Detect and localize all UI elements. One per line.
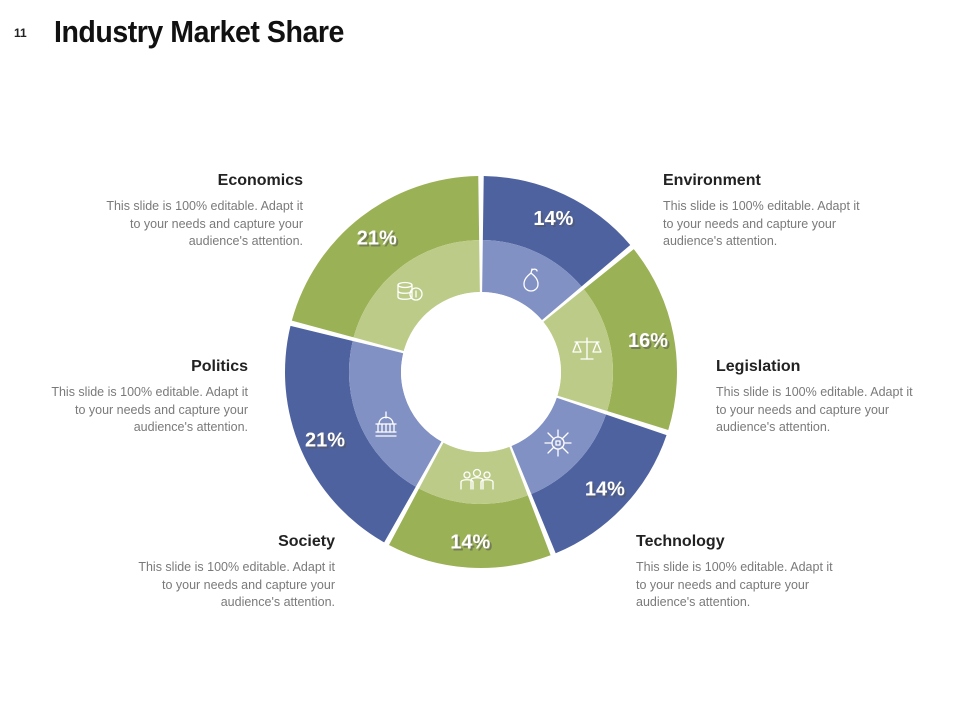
- people-icon: [460, 468, 494, 490]
- label-body: This slide is 100% editable. Adapt it to …: [716, 385, 913, 434]
- pct-label-shadow: 16%: [630, 332, 670, 354]
- label-title: Economics: [217, 172, 303, 189]
- pct-label-legislation: 16%: [628, 330, 668, 352]
- slice-inner-legislation: [543, 289, 613, 412]
- label-economics: Economics This slide is 100% editable. A…: [103, 172, 303, 251]
- label-title: Politics: [191, 358, 248, 375]
- pct-label-shadow: 14%: [587, 480, 627, 502]
- label-body: This slide is 100% editable. Adapt it to …: [138, 560, 335, 609]
- slice-inner-environment: [482, 240, 582, 321]
- slide-number: 11: [14, 26, 27, 40]
- scales-icon: [572, 337, 602, 360]
- slice-environment: [482, 176, 631, 287]
- pct-label-economics: 21%: [357, 228, 397, 250]
- label-politics: Politics This slide is 100% editable. Ad…: [48, 358, 248, 437]
- label-body: This slide is 100% editable. Adapt it to …: [106, 199, 303, 248]
- pct-label-politics: 21%: [305, 430, 345, 452]
- page-title: Industry Market Share: [54, 14, 344, 49]
- label-body: This slide is 100% editable. Adapt it to …: [636, 560, 833, 609]
- label-title: Technology: [636, 533, 725, 550]
- label-technology: Technology This slide is 100% editable. …: [636, 533, 836, 612]
- slice-inner-politics: [349, 340, 442, 487]
- pct-label-shadow: 21%: [307, 432, 347, 454]
- pct-label-society: 14%: [450, 532, 490, 554]
- slice-inner-economics: [353, 240, 480, 352]
- label-environment: Environment This slide is 100% editable.…: [663, 172, 863, 251]
- pct-label-shadow: 14%: [535, 210, 575, 232]
- coins-icon: [397, 281, 423, 301]
- label-title: Society: [278, 533, 335, 550]
- pct-label-shadow: 21%: [359, 230, 399, 252]
- label-society: Society This slide is 100% editable. Ada…: [135, 533, 335, 612]
- slice-economics: [291, 176, 480, 338]
- slice-politics: [284, 325, 416, 543]
- donut-hole: [401, 292, 561, 452]
- slice-technology: [531, 414, 667, 554]
- pct-label-environment: 14%: [533, 208, 573, 230]
- label-title: Environment: [663, 172, 761, 189]
- pear-icon: [523, 268, 539, 292]
- circuit-icon: [544, 429, 572, 457]
- slice-legislation: [583, 249, 677, 430]
- slice-society: [388, 488, 551, 568]
- pct-label-technology: 14%: [585, 478, 625, 500]
- label-title: Legislation: [716, 358, 801, 375]
- pct-label-shadow: 14%: [452, 534, 492, 556]
- slice-inner-technology: [511, 397, 606, 495]
- label-body: This slide is 100% editable. Adapt it to …: [51, 385, 248, 434]
- label-legislation: Legislation This slide is 100% editable.…: [716, 358, 916, 437]
- label-body: This slide is 100% editable. Adapt it to …: [663, 199, 860, 248]
- capitol-icon: [375, 411, 397, 437]
